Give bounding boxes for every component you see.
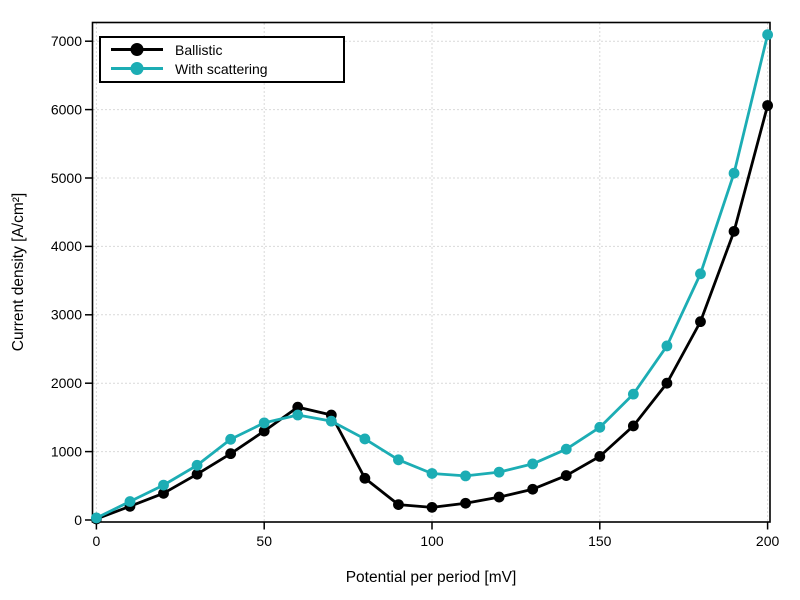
data-point-with-scattering: [124, 496, 136, 507]
y-tick-label: 3000: [51, 307, 82, 323]
y-tick-label: 4000: [51, 238, 82, 254]
data-point-with-scattering: [560, 443, 572, 455]
legend-swatch-with-scattering: [111, 62, 163, 75]
data-point-ballistic: [292, 401, 304, 413]
data-point-with-scattering: [460, 470, 471, 482]
data-point-with-scattering: [762, 29, 773, 41]
legend-swatch-ballistic: [111, 43, 163, 56]
legend-item-ballistic: Ballistic: [101, 40, 343, 59]
y-axis-label: Current density [A/cm²]: [10, 192, 27, 352]
data-point-ballistic: [460, 497, 471, 509]
data-point-with-scattering: [627, 388, 639, 400]
y-tick-label: 6000: [51, 101, 82, 117]
data-point-ballistic: [594, 450, 606, 462]
data-point-ballistic: [158, 487, 169, 499]
y-tick-label: 1000: [51, 443, 82, 459]
data-point-with-scattering: [661, 340, 673, 352]
data-point-with-scattering: [426, 468, 438, 479]
data-point-ballistic: [393, 499, 404, 511]
data-point-ballistic: [695, 316, 706, 328]
data-point-with-scattering: [695, 268, 706, 280]
data-point-ballistic: [493, 491, 505, 503]
data-point-with-scattering: [292, 409, 304, 421]
x-axis-label: Potential per period [mV]: [345, 569, 517, 586]
x-tick-label: 150: [588, 533, 612, 549]
plot-frame: [91, 21, 771, 523]
data-point-with-scattering: [325, 415, 337, 427]
data-point-with-scattering: [359, 433, 371, 445]
x-tick-label: 0: [93, 533, 101, 549]
legend-label-ballistic: Ballistic: [175, 41, 223, 58]
data-point-ballistic: [426, 501, 438, 513]
data-point-with-scattering: [191, 459, 203, 471]
data-point-with-scattering: [91, 512, 102, 524]
x-tick-label: 200: [756, 533, 780, 549]
data-point-with-scattering: [527, 458, 539, 470]
legend-item-with-scattering: With scattering: [101, 59, 343, 78]
y-tick-label: 7000: [51, 33, 82, 49]
legend-marker-icon: [130, 62, 144, 75]
legend: Ballistic With scattering: [99, 36, 345, 83]
data-point-ballistic: [359, 472, 371, 484]
data-point-ballistic: [191, 468, 203, 480]
data-point-ballistic: [258, 425, 270, 437]
data-point-ballistic: [527, 483, 539, 495]
data-point-with-scattering: [393, 454, 404, 466]
y-tick-label: 5000: [51, 170, 82, 186]
data-point-ballistic: [560, 470, 572, 481]
data-point-with-scattering: [158, 479, 169, 491]
x-tick-label: 100: [420, 533, 444, 549]
data-point-with-scattering: [225, 433, 237, 445]
legend-marker-icon: [130, 43, 144, 56]
data-point-with-scattering: [728, 167, 740, 179]
data-point-ballistic: [661, 377, 673, 389]
data-point-with-scattering: [258, 417, 270, 429]
data-point-ballistic: [728, 225, 740, 237]
x-tick-label: 50: [256, 533, 272, 549]
data-point-with-scattering: [493, 466, 505, 478]
data-point-with-scattering: [594, 421, 606, 433]
data-point-ballistic: [627, 420, 639, 432]
data-point-ballistic: [225, 448, 237, 460]
y-tick-label: 0: [74, 512, 82, 528]
data-point-ballistic: [762, 100, 773, 111]
y-tick-label: 2000: [51, 375, 82, 391]
legend-label-with-scattering: With scattering: [175, 60, 268, 77]
